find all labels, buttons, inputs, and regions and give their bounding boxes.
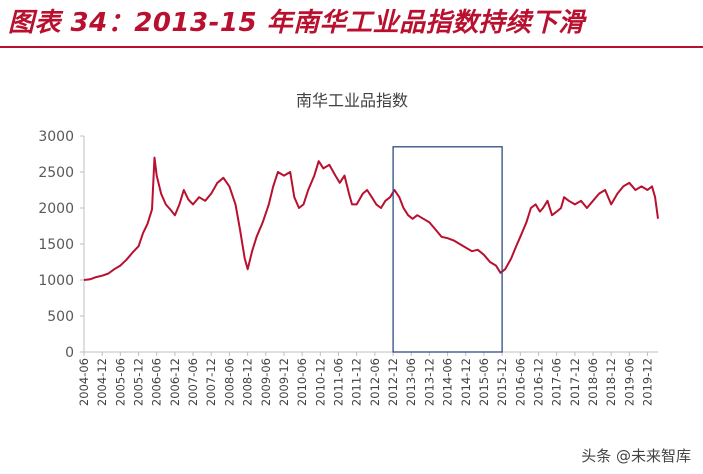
x-tick-label: 2014-12 (459, 358, 473, 406)
x-tick-label: 2012-12 (386, 358, 400, 406)
y-tick-label: 500 (47, 309, 74, 325)
x-tick-label: 2005-12 (132, 358, 146, 406)
x-tick-label: 2017-06 (550, 358, 564, 406)
x-tick-label: 2005-06 (113, 358, 127, 406)
title-rule (0, 46, 703, 48)
y-tick-label: 2000 (38, 201, 74, 217)
x-tick-label: 2014-06 (441, 358, 455, 406)
x-tick-label: 2015-06 (477, 358, 491, 406)
x-tick-label: 2011-06 (331, 358, 345, 406)
figure-title: 图表 34：2013-15 年南华工业品指数持续下滑 (8, 8, 585, 38)
x-tick-label: 2018-06 (586, 358, 600, 406)
x-tick-label: 2016-06 (513, 358, 527, 406)
x-tick-label: 2009-06 (259, 358, 273, 406)
x-tick-label: 2017-12 (568, 358, 582, 406)
x-tick-label: 2016-12 (532, 358, 546, 406)
x-tick-label: 2013-12 (422, 358, 436, 406)
x-tick-label: 2008-06 (222, 358, 236, 406)
y-tick-label: 1000 (38, 273, 74, 289)
x-tick-label: 2004-12 (95, 358, 109, 406)
x-tick-label: 2012-06 (368, 358, 382, 406)
x-tick-label: 2010-12 (313, 358, 327, 406)
x-tick-label: 2019-12 (641, 358, 655, 406)
x-tick-label: 2011-12 (350, 358, 364, 406)
x-tick-label: 2013-06 (404, 358, 418, 406)
x-tick-label: 2008-12 (241, 358, 255, 406)
x-tick-label: 2018-12 (604, 358, 618, 406)
x-tick-label: 2009-12 (277, 358, 291, 406)
watermark: 头条 @未来智库 (581, 447, 691, 465)
x-tick-label: 2015-12 (495, 358, 509, 406)
series-line-nanhua-industrial (83, 156, 659, 281)
highlight-box (392, 146, 503, 353)
x-tick-label: 2019-06 (622, 358, 636, 406)
x-tick-label: 2007-06 (186, 358, 200, 406)
x-tick-label: 2006-06 (150, 358, 164, 406)
x-tick-label: 2006-12 (168, 358, 182, 406)
y-tick-label: 0 (65, 345, 74, 361)
y-tick-label: 2500 (38, 165, 74, 181)
y-tick-label: 3000 (38, 129, 74, 145)
chart-title: 南华工业品指数 (296, 91, 408, 110)
x-tick-label: 2007-12 (204, 358, 218, 406)
x-tick-label: 2004-06 (77, 358, 91, 406)
x-tick-label: 2010-06 (295, 358, 309, 406)
y-tick-label: 1500 (38, 237, 74, 253)
